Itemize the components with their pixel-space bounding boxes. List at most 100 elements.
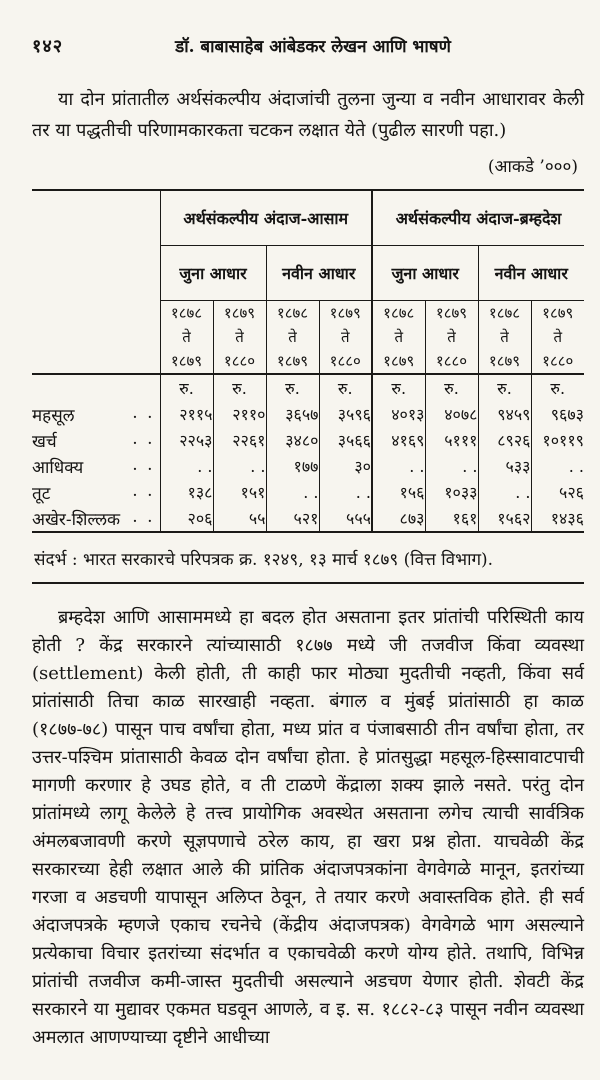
table-row-deficit: तूट . . १३८ १५१ . . . . १५६ १०३३ . . ५२६ [32, 479, 584, 505]
value-cell: ५३३ [478, 453, 532, 479]
year-to-word: ते [553, 328, 563, 346]
leader-dots: . . [132, 454, 155, 475]
base-header-row: जुना आधार नवीन आधार जुना आधार नवीन आधार [32, 245, 584, 301]
year-header-cell: १८७९ ते १८८० [531, 300, 584, 375]
value-cell: ४१६९ [372, 427, 426, 453]
value-cell: ५५ [213, 505, 267, 532]
base-header-old-burma: जुना आधार [372, 245, 479, 301]
row-label: तूट [32, 483, 51, 504]
year-header-cell: १८७८ ते १८७९ [266, 300, 320, 375]
year-to: १८७९ [276, 352, 309, 370]
body-paragraph: ब्रम्हदेश आणि आसाममध्ये हा बदल होत असतान… [32, 607, 584, 1048]
leader-dots: . . [132, 506, 155, 527]
value-cell: . . [478, 479, 532, 505]
year-from: १८७८ [383, 304, 415, 322]
value-cell: . . [372, 453, 426, 479]
value-cell: १५६ [372, 479, 426, 505]
year-from: १८७९ [542, 304, 574, 322]
year-from: १८७८ [170, 304, 203, 322]
year-from: १८७९ [435, 304, 468, 322]
unit-cell: रु. [213, 374, 267, 401]
unit-cell: रु. [550, 379, 566, 398]
year-header-cell: १८७९ ते १८८० [319, 300, 373, 375]
year-to: १८७९ [383, 352, 415, 370]
value-cell: २०६ [160, 505, 214, 532]
value-cell: ८९२६ [478, 427, 532, 453]
year-to: १८८० [223, 352, 256, 370]
value-cell: २२५३ [160, 427, 214, 453]
group-header-assam: अर्थसंकल्पीय अंदाज-आसाम [160, 190, 373, 246]
value-cell: ८७३ [372, 505, 426, 532]
value-cell: ३५६६ [319, 427, 373, 453]
value-cell: ५१११ [425, 427, 479, 453]
running-title: डॉ. बाबासाहेब आंबेडकर लेखन आणि भाषणे [175, 37, 451, 57]
year-header-cell: १८७९ ते १८८० [213, 300, 267, 375]
table-row-closing-balance: अखेर-शिल्लक . . २०६ ५५ ५२१ ५५५ ८७३ १६१ १… [32, 505, 584, 532]
unit-cell: रु. [319, 374, 373, 401]
value-cell: . . [568, 456, 584, 476]
unit-row: रु. रु. रु. रु. रु. रु. रु. रु. [32, 374, 584, 401]
year-to-word: ते [340, 328, 350, 346]
value-cell: . . [160, 453, 214, 479]
year-to-word: ते [447, 328, 456, 346]
value-cell: ९६७३ [550, 405, 584, 424]
value-cell: ५५५ [319, 505, 373, 532]
unit-cell: रु. [425, 374, 479, 401]
value-cell: १०११९ [542, 431, 584, 450]
base-header-new-burma: नवीन आधार [478, 245, 584, 301]
row-label: आधिक्य [32, 457, 84, 478]
table-row-expenditure: खर्च . . २२५३ २२६१ ३४८० ३५६६ ४१६९ ५१११ ८… [32, 427, 584, 453]
leader-dots: . . [132, 402, 155, 423]
leader-dots: . . [132, 480, 155, 501]
year-header-cell: १८७८ ते १८७९ [160, 300, 214, 375]
page-header: १४२ डॉ. बाबासाहेब आंबेडकर लेखन आणि भाषणे [32, 34, 584, 58]
value-cell: १६१ [425, 505, 479, 532]
value-cell: ३४८० [266, 427, 320, 453]
value-cell: . . [425, 453, 479, 479]
base-header-old-assam: जुना आधार [160, 245, 267, 301]
value-cell: २२६१ [213, 427, 267, 453]
value-cell: ४०१३ [372, 401, 426, 427]
year-to-word: ते [288, 328, 297, 346]
table-reference: संदर्भ : भारत सरकारचे परिपत्रक क्र. १२४९… [34, 550, 494, 570]
row-label-cell: खर्च . . [32, 427, 161, 453]
unit-cell: रु. [478, 374, 532, 401]
value-cell: ३६५७ [266, 401, 320, 427]
row-label: खर्च [32, 431, 57, 452]
year-to: १८८० [435, 352, 468, 370]
year-from: १८७९ [223, 304, 256, 322]
horizontal-rule [32, 582, 584, 584]
base-header-new-assam: नवीन आधार [266, 245, 373, 301]
year-from: १८७८ [276, 304, 309, 322]
value-cell: १३८ [160, 479, 214, 505]
units-note: (आकडे ’०००) [487, 157, 578, 177]
value-cell: १५१ [213, 479, 267, 505]
row-label-cell: अखेर-शिल्लक . . [32, 505, 161, 532]
unit-cell: रु. [266, 374, 320, 401]
table-row-revenue: महसूल . . २११५ २११० ३६५७ ३५९६ ४०१३ ४०७८ … [32, 401, 584, 427]
year-header-cell: १८७८ ते १८७९ [478, 300, 532, 375]
year-to-word: ते [235, 328, 244, 346]
row-label: अखेर-शिल्लक [32, 509, 121, 530]
year-to-word: ते [182, 328, 191, 346]
value-cell: ४०७८ [425, 401, 479, 427]
value-cell: . . [319, 479, 373, 505]
unit-cell: रु. [372, 374, 426, 401]
value-cell: २११० [213, 401, 267, 427]
year-to-word: ते [394, 328, 404, 346]
value-cell: १०३३ [425, 479, 479, 505]
value-cell: ३५९६ [319, 401, 373, 427]
value-cell: ५२१ [266, 505, 320, 532]
unit-cell: रु. [160, 374, 214, 401]
row-label-cell: आधिक्य . . [32, 453, 161, 479]
unit-row-label [32, 374, 161, 401]
intro-paragraph: या दोन प्रांतातील अर्थसंकल्पीय अंदाजांची… [32, 89, 584, 141]
row-label-cell: तूट . . [32, 479, 161, 505]
group-header-row: अर्थसंकल्पीय अंदाज-आसाम अर्थसंकल्पीय अंद… [32, 190, 584, 375]
year-to: १८८० [542, 352, 574, 370]
year-to: १८७९ [488, 352, 521, 370]
table-stub-cell [32, 190, 161, 375]
page-number: १४२ [32, 36, 64, 57]
year-header-cell: १८७८ ते १८७९ [372, 300, 426, 375]
